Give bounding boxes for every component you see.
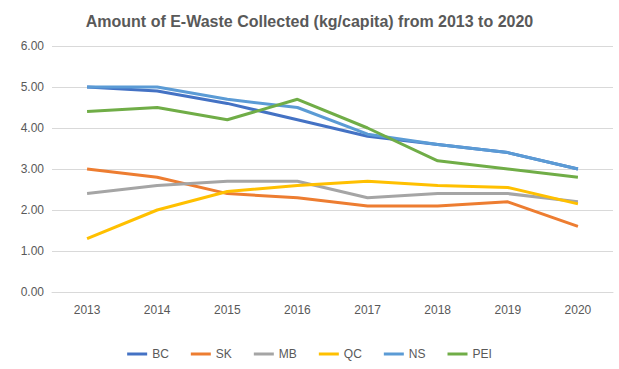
svg-text:5.00: 5.00 [21,80,45,94]
svg-text:QC: QC [344,347,362,361]
svg-text:2015: 2015 [214,303,241,317]
svg-text:BC: BC [152,347,169,361]
svg-text:3.00: 3.00 [21,162,45,176]
svg-text:PEI: PEI [473,347,492,361]
svg-text:2017: 2017 [354,303,381,317]
svg-text:MB: MB [279,347,297,361]
svg-text:NS: NS [409,347,426,361]
svg-text:Amount of E-Waste Collected (k: Amount of E-Waste Collected (kg/capita) … [86,13,534,30]
svg-text:2019: 2019 [494,303,521,317]
svg-text:0.00: 0.00 [21,285,45,299]
svg-text:6.00: 6.00 [21,39,45,53]
svg-text:1.00: 1.00 [21,244,45,258]
svg-text:2018: 2018 [424,303,451,317]
svg-text:SK: SK [216,347,232,361]
svg-text:2013: 2013 [74,303,101,317]
svg-text:2016: 2016 [284,303,311,317]
svg-text:2.00: 2.00 [21,203,45,217]
svg-text:4.00: 4.00 [21,121,45,135]
svg-text:2020: 2020 [565,303,592,317]
svg-text:2014: 2014 [144,303,171,317]
